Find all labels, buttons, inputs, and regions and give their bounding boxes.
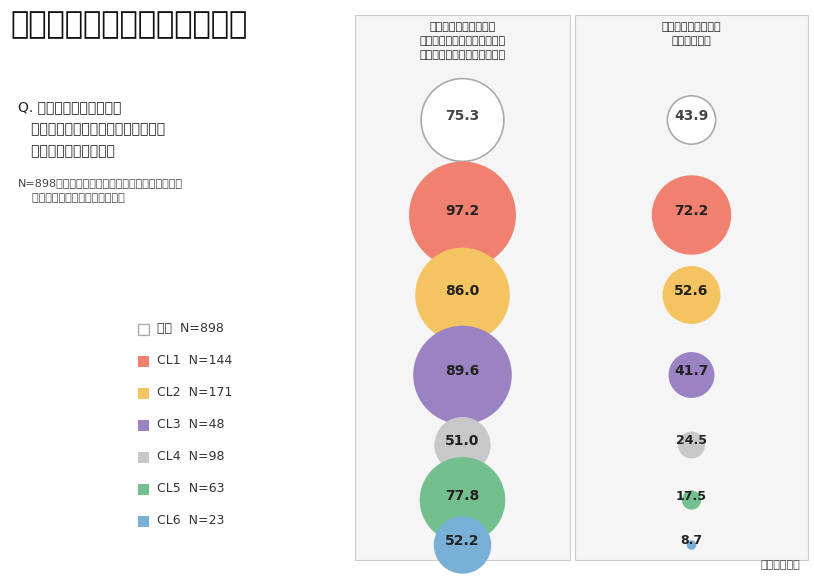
Text: あなたの勤務先企業が: あなたの勤務先企業が — [429, 22, 496, 32]
Bar — [138, 452, 149, 463]
Text: 自社の変化に対しての気持ち: 自社の変化に対しての気持ち — [10, 10, 247, 39]
Text: 51.0: 51.0 — [445, 434, 479, 448]
Text: 期待が持てる: 期待が持てる — [672, 36, 711, 46]
Bar — [138, 484, 149, 495]
Text: 97.2: 97.2 — [445, 204, 479, 218]
Text: CL5  N=63: CL5 N=63 — [157, 482, 225, 495]
Text: 43.9: 43.9 — [674, 109, 709, 123]
Bar — [138, 324, 149, 335]
Text: 52.6: 52.6 — [674, 284, 709, 298]
Text: 86.0: 86.0 — [445, 284, 479, 298]
Text: 77.8: 77.8 — [445, 489, 479, 503]
Text: 24.5: 24.5 — [676, 434, 707, 447]
Text: 17.5: 17.5 — [676, 489, 707, 502]
Circle shape — [414, 326, 512, 425]
Bar — [575, 15, 808, 560]
Circle shape — [667, 96, 716, 144]
Circle shape — [434, 516, 491, 573]
Text: ついて、その必要性を感じる: ついて、その必要性を感じる — [419, 50, 505, 60]
Text: 全体  N=898: 全体 N=898 — [157, 322, 224, 335]
Circle shape — [668, 352, 715, 398]
Text: Q. 以下の項目について、: Q. 以下の項目について、 — [18, 100, 121, 114]
Text: あなたのお気持ちに最も近いものを: あなたのお気持ちに最も近いものを — [18, 122, 165, 136]
Text: CL6  N=23: CL6 N=23 — [157, 515, 225, 527]
Text: 72.2: 72.2 — [674, 204, 709, 218]
Text: CL1  N=144: CL1 N=144 — [157, 354, 232, 367]
Circle shape — [409, 162, 516, 269]
Circle shape — [420, 457, 505, 543]
Text: 52.2: 52.2 — [445, 534, 479, 548]
Bar — [138, 388, 149, 399]
Text: 自社の変化に対して: 自社の変化に対して — [662, 22, 721, 32]
Bar — [138, 356, 149, 367]
Text: CL4  N=98: CL4 N=98 — [157, 450, 225, 464]
Text: 8.7: 8.7 — [681, 534, 702, 548]
Text: N=898：自社から変化について何らかの情報発信: N=898：自社から変化について何らかの情報発信 — [18, 178, 183, 188]
Text: （単位：％）: （単位：％） — [760, 560, 800, 570]
Text: １つお選びください。: １つお選びください。 — [18, 144, 115, 158]
Circle shape — [652, 175, 731, 255]
Text: 89.6: 89.6 — [445, 364, 479, 378]
Bar — [138, 420, 149, 431]
Bar — [355, 15, 570, 560]
Text: CL3  N=48: CL3 N=48 — [157, 419, 225, 432]
Circle shape — [421, 79, 504, 161]
Circle shape — [682, 491, 701, 510]
Circle shape — [687, 540, 696, 550]
Text: CL2  N=171: CL2 N=171 — [157, 387, 232, 399]
Text: 41.7: 41.7 — [674, 364, 709, 378]
Text: 75.3: 75.3 — [445, 109, 479, 123]
Circle shape — [415, 248, 510, 342]
Circle shape — [678, 432, 705, 458]
Text: 変化しようとしていることに: 変化しようとしていることに — [419, 36, 505, 46]
Circle shape — [663, 266, 720, 324]
Text: や動きがあると回答した従業員: や動きがあると回答した従業員 — [18, 193, 125, 203]
Circle shape — [435, 417, 491, 473]
Bar — [138, 516, 149, 527]
